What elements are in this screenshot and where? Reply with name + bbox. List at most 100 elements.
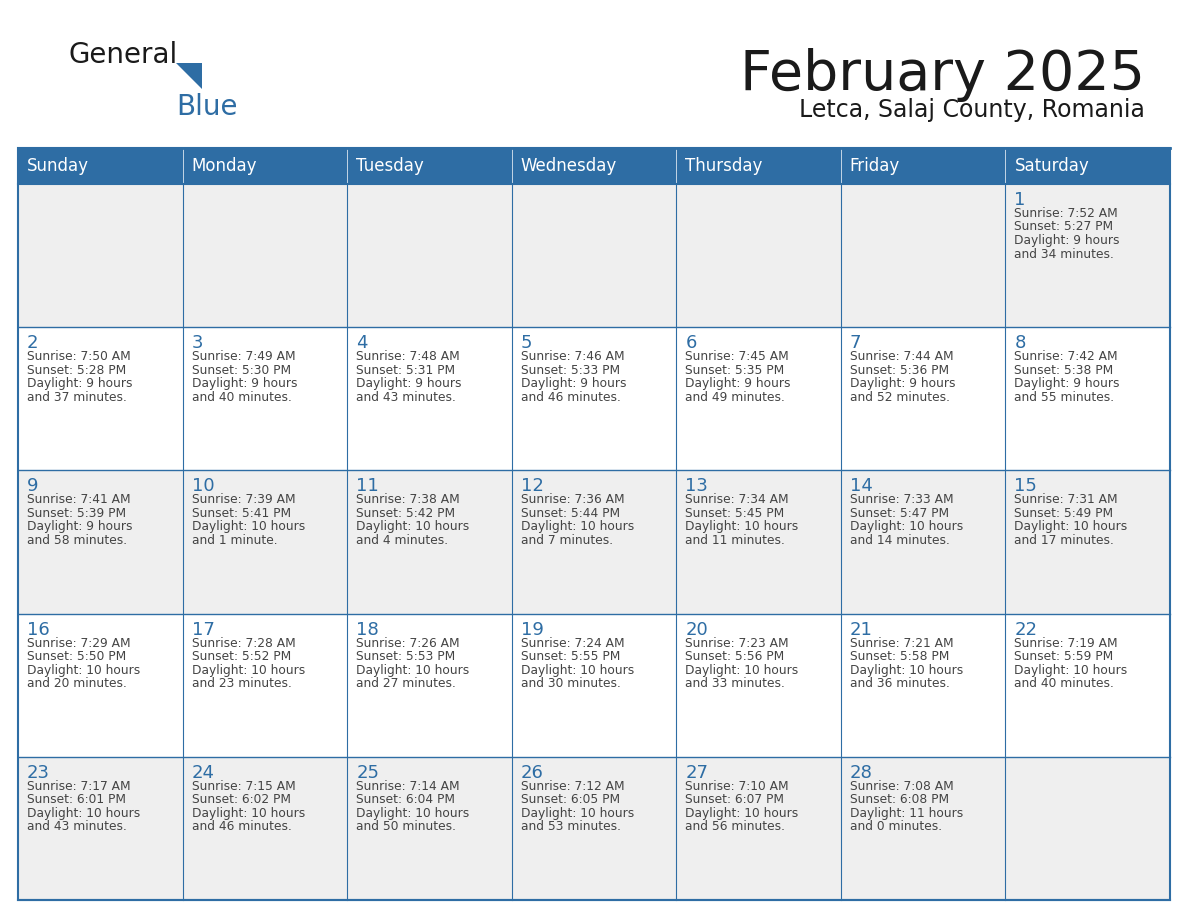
Bar (1005, 184, 1170, 327)
Bar (1005, 327, 1170, 470)
Text: February 2025: February 2025 (740, 48, 1145, 102)
Text: and 20 minutes.: and 20 minutes. (27, 677, 127, 690)
Text: Sunset: 5:49 PM: Sunset: 5:49 PM (1015, 507, 1113, 520)
Text: and 58 minutes.: and 58 minutes. (27, 534, 127, 547)
Text: Sunset: 5:39 PM: Sunset: 5:39 PM (27, 507, 126, 520)
Text: Sunrise: 7:45 AM: Sunrise: 7:45 AM (685, 350, 789, 364)
Bar (183, 327, 347, 470)
Text: Sunset: 6:07 PM: Sunset: 6:07 PM (685, 793, 784, 806)
Text: and 40 minutes.: and 40 minutes. (1015, 677, 1114, 690)
Text: Sunset: 5:44 PM: Sunset: 5:44 PM (520, 507, 620, 520)
Text: 16: 16 (27, 621, 50, 639)
Text: 25: 25 (356, 764, 379, 782)
Text: 2: 2 (27, 334, 38, 353)
Bar (841, 470, 1005, 613)
Text: Sunset: 6:05 PM: Sunset: 6:05 PM (520, 793, 620, 806)
Text: 18: 18 (356, 621, 379, 639)
Bar (676, 470, 841, 613)
Text: Sunset: 5:28 PM: Sunset: 5:28 PM (27, 364, 126, 376)
Text: 15: 15 (1015, 477, 1037, 496)
Bar (347, 327, 512, 470)
Bar (183, 756, 347, 900)
Text: 1: 1 (1015, 191, 1025, 209)
Bar (1005, 613, 1170, 756)
Text: 9: 9 (27, 477, 38, 496)
Text: 4: 4 (356, 334, 367, 353)
Text: Sunrise: 7:48 AM: Sunrise: 7:48 AM (356, 350, 460, 364)
Text: Sunset: 5:35 PM: Sunset: 5:35 PM (685, 364, 784, 376)
Bar (676, 148, 841, 184)
Text: 27: 27 (685, 764, 708, 782)
Bar (676, 756, 841, 900)
Text: 8: 8 (1015, 334, 1025, 353)
Bar (512, 327, 676, 470)
Text: General: General (68, 41, 177, 69)
Text: Sunrise: 7:31 AM: Sunrise: 7:31 AM (1015, 493, 1118, 507)
Text: Daylight: 11 hours: Daylight: 11 hours (849, 807, 963, 820)
Text: Sunrise: 7:41 AM: Sunrise: 7:41 AM (27, 493, 131, 507)
Text: and 43 minutes.: and 43 minutes. (356, 391, 456, 404)
Text: Sunset: 6:08 PM: Sunset: 6:08 PM (849, 793, 949, 806)
Text: and 30 minutes.: and 30 minutes. (520, 677, 620, 690)
Text: Sunrise: 7:08 AM: Sunrise: 7:08 AM (849, 779, 954, 793)
Text: 20: 20 (685, 621, 708, 639)
Text: Sunrise: 7:46 AM: Sunrise: 7:46 AM (520, 350, 625, 364)
Text: 3: 3 (191, 334, 203, 353)
Bar (512, 613, 676, 756)
Text: Daylight: 10 hours: Daylight: 10 hours (520, 664, 634, 677)
Text: Daylight: 9 hours: Daylight: 9 hours (849, 377, 955, 390)
Bar (183, 613, 347, 756)
Text: Daylight: 9 hours: Daylight: 9 hours (1015, 234, 1120, 247)
Bar (512, 184, 676, 327)
Bar (512, 756, 676, 900)
Text: Sunset: 5:58 PM: Sunset: 5:58 PM (849, 650, 949, 663)
Text: Sunrise: 7:26 AM: Sunrise: 7:26 AM (356, 636, 460, 650)
Text: Sunrise: 7:36 AM: Sunrise: 7:36 AM (520, 493, 625, 507)
Text: Sunset: 6:02 PM: Sunset: 6:02 PM (191, 793, 291, 806)
Text: Daylight: 10 hours: Daylight: 10 hours (849, 664, 963, 677)
Text: 26: 26 (520, 764, 544, 782)
Text: and 23 minutes.: and 23 minutes. (191, 677, 291, 690)
Text: Sunrise: 7:19 AM: Sunrise: 7:19 AM (1015, 636, 1118, 650)
Text: Sunset: 6:01 PM: Sunset: 6:01 PM (27, 793, 126, 806)
Text: and 55 minutes.: and 55 minutes. (1015, 391, 1114, 404)
Bar (18, 148, 1170, 900)
Text: Sunset: 5:31 PM: Sunset: 5:31 PM (356, 364, 455, 376)
Bar (676, 613, 841, 756)
Text: Tuesday: Tuesday (356, 157, 424, 175)
Bar (18, 327, 183, 470)
Text: Sunrise: 7:14 AM: Sunrise: 7:14 AM (356, 779, 460, 793)
Bar (841, 613, 1005, 756)
Text: Saturday: Saturday (1015, 157, 1089, 175)
Text: Daylight: 10 hours: Daylight: 10 hours (356, 807, 469, 820)
Text: Daylight: 10 hours: Daylight: 10 hours (685, 664, 798, 677)
Text: Sunset: 5:53 PM: Sunset: 5:53 PM (356, 650, 455, 663)
Text: and 4 minutes.: and 4 minutes. (356, 534, 448, 547)
Text: Daylight: 10 hours: Daylight: 10 hours (27, 807, 140, 820)
Bar (18, 148, 183, 184)
Bar (347, 470, 512, 613)
Text: Daylight: 9 hours: Daylight: 9 hours (520, 377, 626, 390)
Text: and 1 minute.: and 1 minute. (191, 534, 277, 547)
Text: and 34 minutes.: and 34 minutes. (1015, 248, 1114, 261)
Bar (1005, 148, 1170, 184)
Text: Sunrise: 7:24 AM: Sunrise: 7:24 AM (520, 636, 625, 650)
Text: Daylight: 9 hours: Daylight: 9 hours (27, 521, 133, 533)
Text: and 11 minutes.: and 11 minutes. (685, 534, 785, 547)
Bar (347, 148, 512, 184)
Text: Sunrise: 7:33 AM: Sunrise: 7:33 AM (849, 493, 954, 507)
Text: Sunset: 5:33 PM: Sunset: 5:33 PM (520, 364, 620, 376)
Bar (676, 184, 841, 327)
Text: Sunrise: 7:52 AM: Sunrise: 7:52 AM (1015, 207, 1118, 220)
Text: Sunrise: 7:10 AM: Sunrise: 7:10 AM (685, 779, 789, 793)
Text: Letca, Salaj County, Romania: Letca, Salaj County, Romania (800, 98, 1145, 122)
Text: and 7 minutes.: and 7 minutes. (520, 534, 613, 547)
Text: Sunrise: 7:21 AM: Sunrise: 7:21 AM (849, 636, 954, 650)
Bar (841, 148, 1005, 184)
Text: Daylight: 10 hours: Daylight: 10 hours (520, 807, 634, 820)
Text: and 50 minutes.: and 50 minutes. (356, 821, 456, 834)
Text: and 53 minutes.: and 53 minutes. (520, 821, 620, 834)
Text: and 17 minutes.: and 17 minutes. (1015, 534, 1114, 547)
Bar (512, 470, 676, 613)
Bar (183, 148, 347, 184)
